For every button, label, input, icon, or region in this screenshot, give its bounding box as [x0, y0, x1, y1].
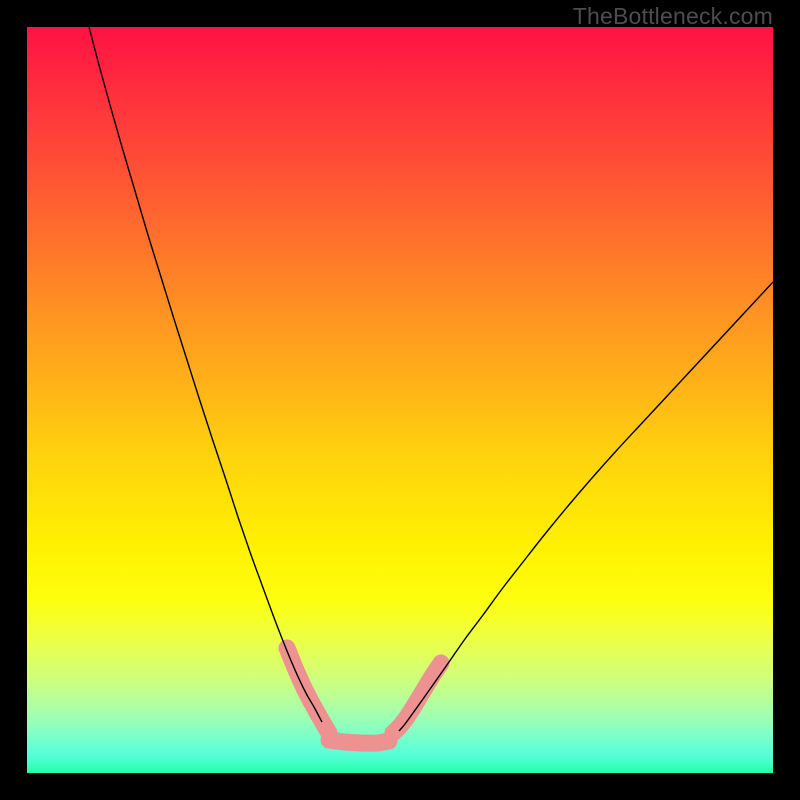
plot-svg [27, 27, 773, 773]
watermark-text: TheBottleneck.com [573, 3, 773, 30]
chart-stage: TheBottleneck.com [0, 0, 800, 800]
plot-area [27, 27, 773, 773]
gradient-background [27, 27, 773, 773]
valley-marker-floor [329, 740, 389, 743]
